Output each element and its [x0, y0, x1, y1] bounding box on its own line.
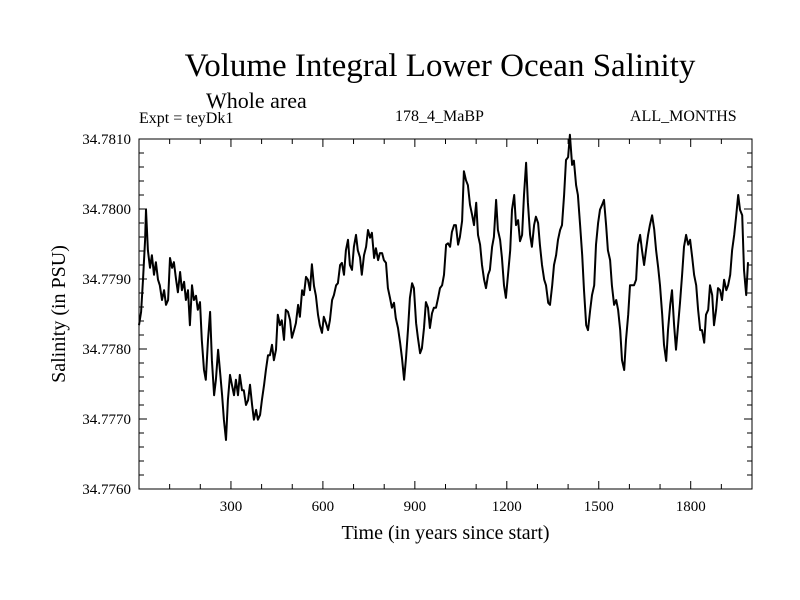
months-label: ALL_MONTHS: [630, 108, 737, 125]
salinity-series-line: [138, 133, 749, 441]
plot-frame: [138, 138, 753, 490]
chart-title: Volume Integral Lower Ocean Salinity: [184, 48, 696, 84]
x-axis-title: Time (in years since start): [341, 522, 549, 544]
y-tick-label: 34.7770: [82, 412, 131, 428]
x-tick-label: 1200: [492, 499, 522, 515]
y-tick-label: 34.7780: [82, 342, 131, 358]
y-tick-label: 34.7800: [82, 202, 131, 218]
experiment-label: Expt = teyDk1: [139, 110, 234, 127]
y-axis-title: Salinity (in PSU): [48, 245, 70, 383]
axis-ticks: [139, 139, 752, 489]
y-tick-label: 34.7760: [82, 482, 131, 498]
y-tick-label: 34.7810: [82, 132, 131, 148]
x-tick-label: 900: [404, 499, 427, 515]
chart-subtitle: Whole area: [206, 88, 307, 113]
x-tick-label: 600: [312, 499, 335, 515]
run-label: 178_4_MaBP: [395, 108, 484, 125]
y-tick-label: 34.7790: [82, 272, 131, 288]
tick-labels: 300 600 900 1200 1500 1800 34.7760 34.7770 34.77…: [82, 132, 705, 515]
x-tick-label: 1500: [584, 499, 614, 515]
x-tick-label: 300: [220, 499, 243, 515]
x-tick-label: 1800: [676, 499, 706, 515]
